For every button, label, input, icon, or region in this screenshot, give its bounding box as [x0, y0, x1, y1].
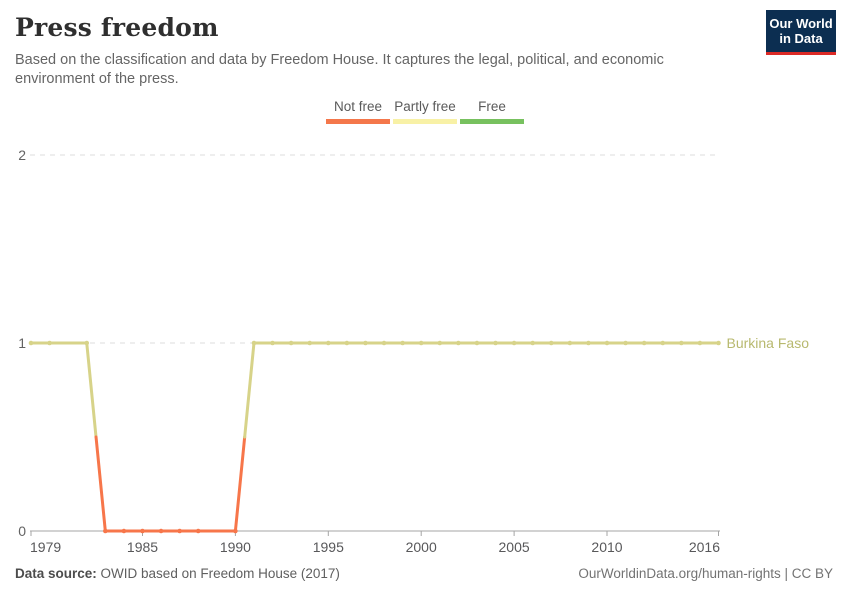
data-point-1979[interactable] — [28, 340, 34, 346]
data-point-2014[interactable] — [679, 340, 684, 346]
data-point-1998[interactable] — [381, 340, 387, 346]
owid-logo-line2: in Data — [779, 31, 823, 46]
data-point-1995[interactable] — [325, 340, 331, 346]
y-tick-label: 2 — [18, 147, 26, 163]
series-label[interactable]: Burkina Faso — [727, 335, 810, 351]
data-point-1982[interactable] — [84, 340, 90, 346]
y-tick-label: 0 — [18, 523, 26, 539]
data-point-2004[interactable] — [493, 340, 498, 346]
data-point-1991[interactable] — [251, 340, 257, 346]
footer-link[interactable]: OurWorldinData.org/human-rights | CC BY — [578, 566, 833, 581]
x-tick-label: 1979 — [30, 539, 61, 555]
chart-legend: Not free Partly free Free — [326, 99, 524, 124]
data-point-2006[interactable] — [530, 340, 535, 346]
data-point-2010[interactable] — [604, 340, 610, 346]
data-point-2002[interactable] — [456, 340, 461, 346]
legend-swatch-not-free — [326, 119, 390, 124]
x-tick-label: 2016 — [689, 539, 720, 555]
y-tick-label: 1 — [18, 335, 26, 351]
legend-item-partly-free[interactable]: Partly free — [393, 99, 457, 124]
data-point-2008[interactable] — [567, 340, 573, 346]
data-source: Data source: OWID based on Freedom House… — [15, 566, 340, 581]
data-point-1990[interactable] — [233, 528, 238, 534]
data-point-1987[interactable] — [177, 528, 182, 534]
series-line-segment — [243, 341, 256, 439]
legend-swatch-partly-free — [393, 119, 457, 124]
data-point-1992[interactable] — [270, 340, 275, 346]
data-point-1986[interactable] — [158, 528, 164, 534]
series-line-segment — [94, 435, 107, 533]
page-title: Press freedom — [15, 13, 219, 42]
x-tick-label: 2010 — [591, 539, 622, 555]
data-point-2012[interactable] — [641, 340, 647, 346]
data-point-1993[interactable] — [288, 340, 294, 346]
data-point-2001[interactable] — [437, 340, 443, 346]
legend-label: Not free — [333, 99, 383, 114]
legend-label: Free — [478, 99, 506, 114]
data-point-2013[interactable] — [660, 340, 666, 346]
x-tick-label: 2005 — [499, 539, 530, 555]
data-point-2007[interactable] — [548, 340, 554, 346]
legend-label: Partly free — [394, 99, 456, 114]
owid-logo-accent-bar — [766, 52, 836, 55]
owid-logo[interactable]: Our World in Data — [766, 10, 836, 55]
data-point-2015[interactable] — [697, 340, 703, 346]
data-point-1994[interactable] — [307, 340, 313, 346]
data-source-label: Data source: — [15, 566, 97, 581]
data-point-1984[interactable] — [121, 528, 127, 534]
data-point-1999[interactable] — [400, 340, 405, 346]
data-point-2009[interactable] — [586, 340, 591, 346]
chart-footer: Data source: OWID based on Freedom House… — [15, 566, 833, 581]
data-source-text: OWID based on Freedom House (2017) — [100, 566, 340, 581]
x-tick-label: 1995 — [313, 539, 344, 555]
series-line-segment — [233, 435, 247, 533]
owid-logo-line1: Our World — [769, 16, 833, 31]
data-point-2011[interactable] — [623, 340, 628, 346]
data-point-2005[interactable] — [511, 340, 517, 346]
data-point-1988[interactable] — [195, 528, 201, 534]
data-point-1997[interactable] — [363, 340, 368, 346]
data-point-2016[interactable] — [716, 340, 721, 346]
x-tick-label: 1985 — [127, 539, 158, 555]
data-point-2003[interactable] — [474, 340, 480, 346]
chart-subtitle: Based on the classification and data by … — [15, 52, 664, 87]
x-tick-label: 2000 — [406, 539, 437, 555]
data-point-1983[interactable] — [103, 528, 108, 534]
legend-item-free[interactable]: Free — [460, 99, 524, 124]
series-line-segment — [85, 341, 98, 439]
data-point-1985[interactable] — [140, 528, 145, 534]
data-point-2000[interactable] — [418, 340, 424, 346]
x-tick-label: 1990 — [220, 539, 251, 555]
data-point-1996[interactable] — [344, 340, 350, 346]
legend-item-not-free[interactable]: Not free — [326, 99, 390, 124]
legend-swatch-free — [460, 119, 524, 124]
data-point-1980[interactable] — [47, 340, 52, 346]
press-freedom-line-chart: 0 1 2 1979 1985 1990 1995 2000 2005 2010 2016 Burki… — [18, 147, 810, 555]
